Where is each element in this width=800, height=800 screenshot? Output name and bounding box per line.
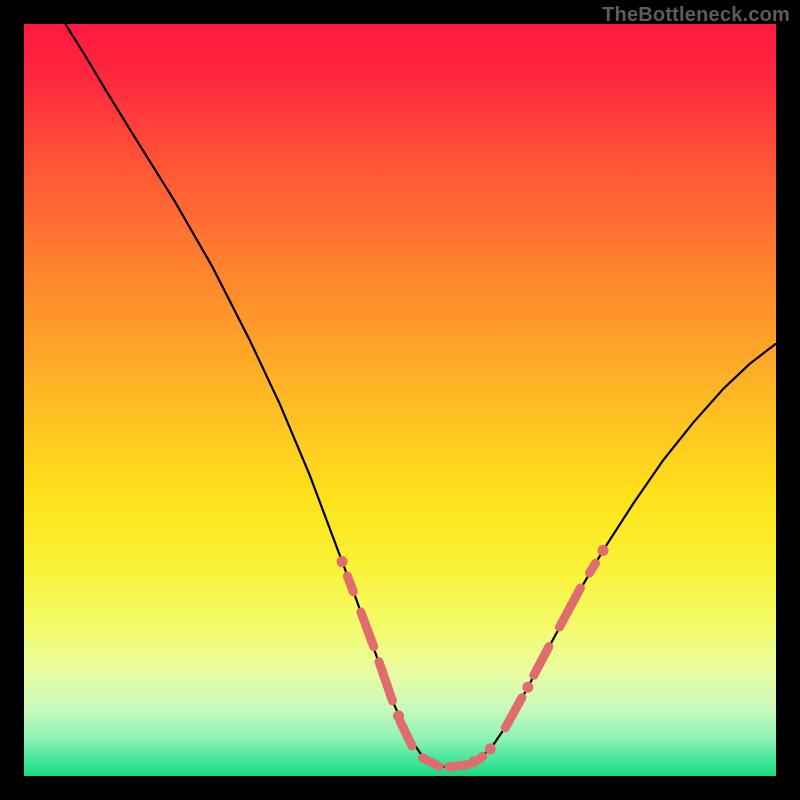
highlight-dot xyxy=(598,545,609,556)
highlight-dot xyxy=(522,682,533,693)
highlight-dot xyxy=(337,556,348,567)
dash-segment xyxy=(347,576,353,592)
chart-stage: TheBottleneck.com xyxy=(0,0,800,800)
watermark-text: TheBottleneck.com xyxy=(602,4,790,27)
highlight-dot xyxy=(393,710,404,721)
chart-background xyxy=(24,24,776,776)
highlight-dot xyxy=(485,743,496,754)
bottleneck-curve-chart xyxy=(0,0,800,800)
dash-segment xyxy=(590,563,596,573)
dash-segment xyxy=(449,765,468,767)
highlight-dot xyxy=(468,756,479,767)
dash-segment xyxy=(479,756,483,759)
